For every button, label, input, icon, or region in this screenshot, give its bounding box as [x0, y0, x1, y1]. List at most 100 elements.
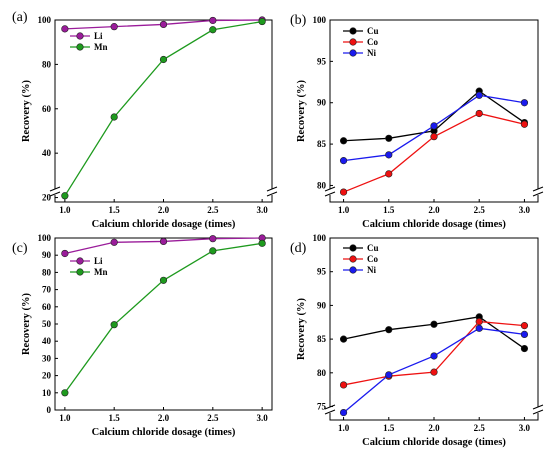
x-tick-label: 3.0	[257, 205, 269, 215]
legend-label-mn: Mn	[94, 267, 108, 277]
data-point-mn	[258, 17, 266, 26]
data-point-mn	[61, 192, 69, 200]
x-axis-label: Calcium chloride dosage (times)	[92, 219, 236, 230]
y-tick-label: 80	[317, 368, 327, 378]
legend-marker-ni	[349, 266, 357, 274]
data-point-cu	[339, 335, 348, 343]
data-point-ni	[430, 352, 438, 360]
y-axis-break-gap	[326, 189, 334, 195]
panel-label: (c)	[12, 241, 28, 256]
data-point-mn	[110, 113, 118, 121]
data-point-mn	[209, 26, 217, 34]
y-tick-label: 70	[42, 285, 52, 295]
legend-label-ni: Ni	[367, 48, 376, 58]
x-tick-label: 2.5	[207, 205, 219, 215]
data-point-co	[475, 317, 483, 326]
data-point-ni	[475, 324, 483, 332]
data-point-ni	[385, 371, 393, 379]
y-tick-label: 30	[42, 353, 52, 363]
data-point-co	[339, 188, 348, 196]
legend-label-co: Co	[367, 254, 378, 264]
y-tick-label: 90	[42, 250, 52, 260]
x-tick-label: 1.5	[383, 423, 395, 433]
y-axis-break-mark	[324, 186, 336, 197]
y-axis-label: Recovery (%)	[21, 292, 32, 355]
chart-panel-a: 20 40 60 80 100 1.0 1.5 2.0 2.5 3.0 Calcium chlori…	[12, 10, 278, 230]
data-point-li	[61, 25, 69, 33]
data-point-li	[61, 249, 69, 258]
x-tick-label: 1.0	[59, 205, 71, 215]
data-point-co	[475, 109, 483, 118]
data-point-co	[430, 368, 438, 376]
y-axis-break-mark-right	[532, 186, 544, 197]
legend-marker-co	[349, 38, 357, 46]
legend-label-ni: Ni	[367, 265, 376, 275]
y-tick-label: 100	[313, 15, 327, 25]
legend-marker-li	[76, 32, 84, 40]
panel-label: (a)	[12, 10, 28, 25]
y-tick-label: 100	[38, 15, 52, 25]
legend-label-cu: Cu	[367, 243, 379, 253]
data-point-li	[159, 20, 168, 29]
chart-panel-c: 0 10 20 30 40 50 60 70 80 90 100 1.0 1.5 2.0 2.5 3.0 Cal…	[12, 233, 273, 438]
x-tick-label: 2.5	[207, 413, 219, 423]
chart-panel-b: 80 85 90 95 100 1.0 1.5 2.0 2.5 3.0 Calcium chlori…	[290, 13, 544, 230]
data-point-mn	[159, 276, 168, 284]
data-point-cu	[430, 320, 438, 328]
legend-label-mn: Mn	[94, 42, 108, 52]
y-tick-label: 80	[42, 267, 52, 277]
y-tick-label: 85	[317, 139, 327, 149]
data-point-mn	[209, 247, 217, 255]
data-point-li	[110, 238, 118, 246]
x-tick-label: 2.0	[428, 205, 440, 215]
y-axis-break-gap-right	[268, 189, 276, 195]
y-tick-label: 20	[42, 193, 52, 203]
data-point-ni	[475, 91, 483, 99]
x-tick-label: 1.0	[59, 413, 71, 423]
y-axis-break-mark-right	[532, 404, 544, 415]
y-tick-label: 95	[317, 267, 327, 277]
x-tick-label: 2.0	[158, 205, 170, 215]
data-point-ni	[385, 151, 393, 159]
data-point-mn	[258, 239, 266, 247]
y-tick-label: 40	[42, 148, 52, 158]
legend-label-cu: Cu	[367, 26, 379, 36]
legend-label-co: Co	[367, 37, 378, 47]
y-tick-label: 40	[42, 336, 52, 346]
y-tick-label: 85	[317, 334, 327, 344]
data-point-cu	[385, 134, 393, 142]
legend-marker-co	[349, 255, 357, 263]
data-point-co	[385, 170, 393, 178]
y-tick-label: 80	[42, 59, 52, 69]
y-axis-label: Recovery (%)	[296, 79, 307, 142]
data-point-mn	[110, 321, 118, 329]
legend-marker-li	[76, 257, 84, 265]
y-tick-label: 80	[317, 180, 327, 190]
y-tick-label: 90	[317, 98, 327, 108]
x-tick-label: 1.0	[338, 423, 350, 433]
data-point-co	[430, 133, 438, 141]
data-point-mn	[61, 389, 69, 397]
data-point-ni	[339, 408, 348, 417]
data-point-li	[110, 23, 118, 31]
data-point-li	[159, 237, 168, 246]
data-point-ni	[430, 122, 438, 130]
y-axis-label: Recovery (%)	[21, 79, 32, 142]
data-point-ni	[520, 99, 529, 107]
data-point-cu	[520, 344, 529, 353]
x-axis-label: Calcium chloride dosage (times)	[92, 427, 236, 438]
y-tick-label: 0	[47, 405, 52, 415]
data-point-co	[520, 322, 529, 330]
plot-frame	[329, 237, 539, 421]
x-axis-label: Calcium chloride dosage (times)	[362, 219, 506, 230]
data-point-li	[209, 16, 217, 25]
y-tick-label: 50	[42, 319, 52, 329]
panel-label: (d)	[290, 241, 307, 256]
x-tick-label: 2.5	[474, 423, 486, 433]
x-tick-label: 1.0	[338, 205, 350, 215]
panel-label: (b)	[290, 13, 307, 28]
x-tick-label: 2.5	[474, 205, 486, 215]
y-tick-label: 100	[313, 233, 327, 243]
x-tick-label: 3.0	[519, 423, 531, 433]
